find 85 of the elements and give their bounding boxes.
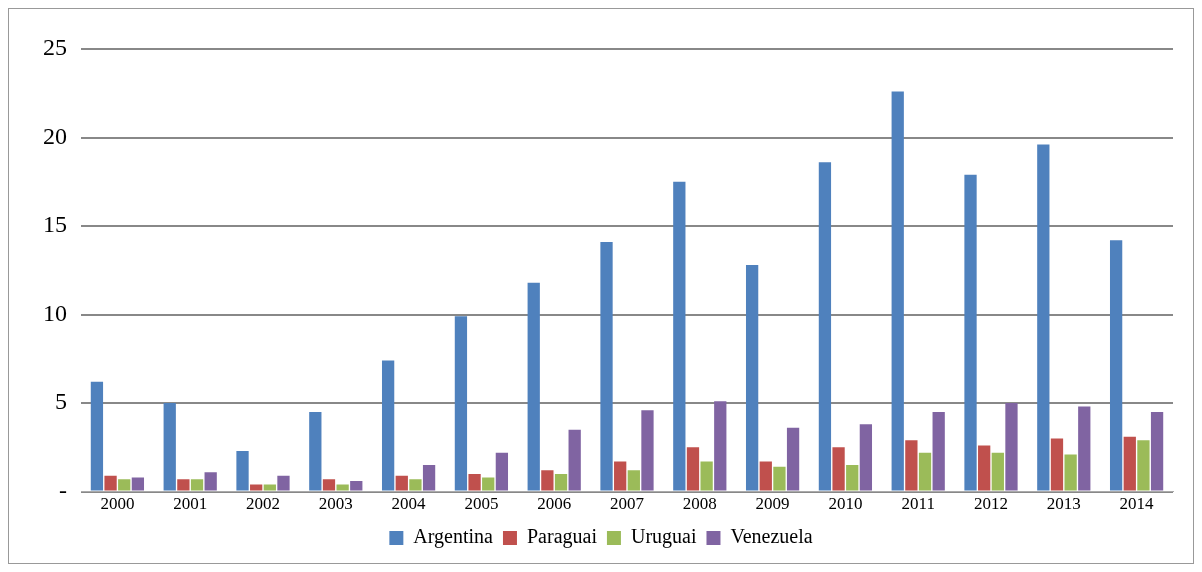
bar: [409, 479, 422, 491]
y-tick-label: 15: [43, 211, 67, 238]
y-tick-label: 20: [43, 122, 67, 149]
bar: [468, 473, 481, 491]
legend-label: Venezuela: [730, 525, 813, 548]
x-tick-label: 2013: [1046, 494, 1081, 514]
bar: [309, 411, 322, 491]
bar: [350, 480, 363, 491]
bar: [190, 479, 204, 491]
bar: [250, 484, 263, 491]
x-tick-label: 2004: [391, 494, 427, 514]
x-tick-label: 2010: [828, 494, 863, 514]
x-tick-label: 2008: [682, 494, 717, 514]
bar: [177, 479, 190, 491]
bar: [90, 381, 104, 491]
x-tick-label: 2007: [610, 494, 645, 514]
bar: [641, 410, 654, 491]
legend-label: Uruguai: [630, 525, 697, 549]
y-tick-label: 25: [43, 34, 67, 61]
x-tick-label: 2012: [974, 494, 1008, 514]
bar: [336, 484, 349, 491]
x-tick-label: 2005: [464, 494, 499, 514]
x-tick-label: 2001: [173, 494, 208, 514]
bar: [846, 465, 859, 491]
bar: [395, 475, 408, 491]
bar: [773, 466, 786, 491]
bar: [627, 470, 640, 491]
bar: [422, 465, 436, 491]
bar: [554, 473, 568, 491]
bar: [818, 162, 832, 491]
bar: [932, 411, 945, 491]
bar: [1078, 406, 1091, 491]
bar: [104, 475, 117, 491]
bar: [1005, 403, 1018, 491]
bar: [918, 452, 932, 491]
y-tick-label: 5: [55, 388, 67, 415]
bar: [236, 450, 249, 491]
x-tick-label: 2006: [537, 494, 572, 514]
bar: [163, 403, 176, 491]
bar: [700, 461, 713, 491]
bar: [673, 181, 686, 491]
bar: [277, 475, 290, 491]
x-tick-label: 2003: [318, 494, 353, 514]
bar: [1123, 436, 1136, 491]
bar: [1064, 454, 1077, 491]
bar: [541, 470, 554, 491]
bar: [568, 429, 581, 491]
bar: [759, 461, 772, 491]
y-tick-label: -: [59, 476, 67, 503]
bar: [600, 241, 613, 491]
bar: [964, 174, 977, 491]
bar: [978, 445, 991, 491]
bar: [1137, 440, 1150, 491]
bar: [1150, 411, 1164, 491]
bar: [527, 282, 540, 491]
bar: [204, 472, 217, 491]
bar: [263, 484, 276, 491]
bar: [786, 427, 800, 491]
bar: [1109, 240, 1123, 491]
x-tick-label: 2014: [1119, 494, 1155, 514]
bar: [714, 401, 727, 491]
bar: [454, 316, 468, 491]
bar: [1050, 438, 1064, 491]
bar: [991, 452, 1004, 491]
bar: [482, 477, 495, 491]
bar: [859, 424, 873, 491]
x-tick-label: 2011: [901, 494, 935, 514]
bar: [686, 447, 700, 491]
bar: [118, 479, 131, 491]
x-tick-label: 2009: [755, 494, 790, 514]
bar: [131, 477, 145, 491]
bar: [614, 461, 627, 491]
legend-label: Argentina: [413, 525, 494, 549]
bar: [905, 440, 918, 491]
bar: [322, 479, 336, 491]
bar: [745, 264, 759, 491]
legend-label: Paraguai: [526, 525, 598, 549]
y-tick-label: 10: [43, 299, 67, 326]
bar: [891, 91, 904, 491]
x-tick-label: 2002: [246, 494, 280, 514]
x-tick-label: 2000: [100, 494, 135, 514]
bar: [1037, 144, 1050, 491]
bar: [381, 360, 395, 491]
bar: [495, 452, 509, 491]
bar: [832, 447, 845, 491]
